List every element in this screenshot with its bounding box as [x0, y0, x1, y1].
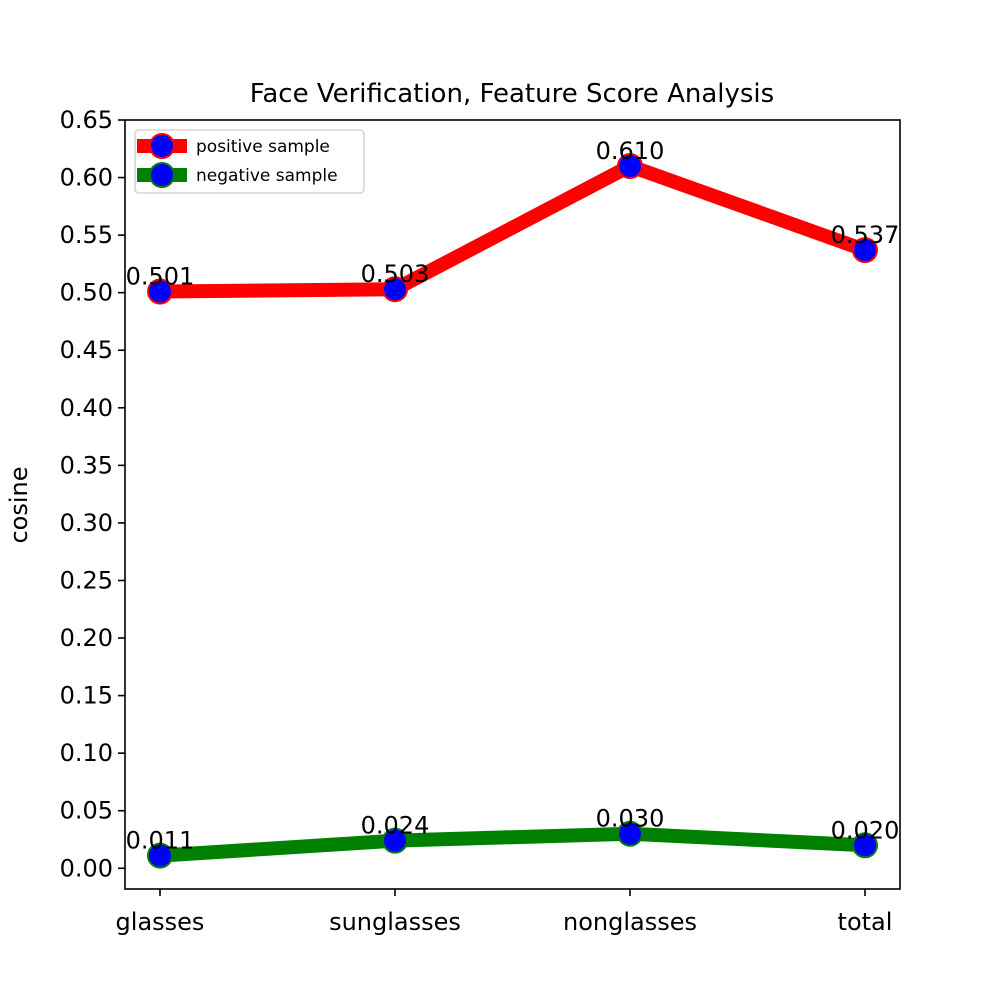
legend: positive sample negative sample [134, 129, 365, 194]
x-tick-label: glasses [116, 908, 205, 936]
x-tick-label: sunglasses [329, 908, 461, 936]
data-label: 0.011 [126, 827, 195, 855]
y-tick-label: 0.25 [60, 566, 113, 594]
data-label: 0.503 [361, 260, 430, 288]
data-label: 0.537 [831, 221, 900, 249]
data-point [382, 276, 408, 303]
legend-entry-label: negative sample [196, 166, 338, 186]
legend-marker-swatch [149, 162, 175, 188]
data-point [147, 278, 173, 305]
data-point [382, 827, 408, 854]
x-tick-label: nonglasses [563, 908, 697, 936]
data-point [852, 237, 878, 264]
y-tick-label: 0.55 [60, 221, 113, 249]
data-label: 0.020 [831, 816, 900, 844]
data-label: 0.610 [596, 137, 665, 165]
data-point [852, 832, 878, 859]
legend-box [134, 129, 365, 194]
axes-frame [124, 119, 901, 890]
y-tick-label: 0.30 [60, 509, 113, 537]
y-tick-label: 0.65 [60, 106, 113, 134]
legend-marker-swatch [149, 133, 175, 159]
data-point [617, 820, 643, 847]
y-tick-label: 0.05 [60, 797, 113, 825]
data-point [147, 842, 173, 869]
plot-area: 0.00 0.05 0.10 0.15 0.20 0.25 0.30 0.35 0.40 0.45… [60, 106, 901, 936]
data-label: 0.501 [126, 263, 195, 291]
y-axis-label: cosine [5, 466, 33, 543]
y-tick-label: 0.50 [60, 279, 113, 307]
y-tick-label: 0.10 [60, 739, 113, 767]
data-label: 0.024 [361, 812, 430, 840]
x-tick-label: total [838, 908, 893, 936]
chart-title: Face Verification, Feature Score Analysi… [250, 79, 774, 109]
legend-entry-label: positive sample [196, 137, 330, 157]
series-line-negative [159, 826, 866, 863]
y-tick-label: 0.40 [60, 394, 113, 422]
y-tick-label: 0.00 [60, 854, 113, 882]
series-line-positive [159, 158, 868, 299]
y-tick-label: 0.35 [60, 451, 113, 479]
data-label: 0.030 [596, 805, 665, 833]
y-tick-label: 0.45 [60, 336, 113, 364]
y-tick-label: 0.60 [60, 164, 113, 192]
y-tick-label: 0.20 [60, 624, 113, 652]
data-point [617, 153, 643, 180]
y-tick-label: 0.15 [60, 682, 113, 710]
